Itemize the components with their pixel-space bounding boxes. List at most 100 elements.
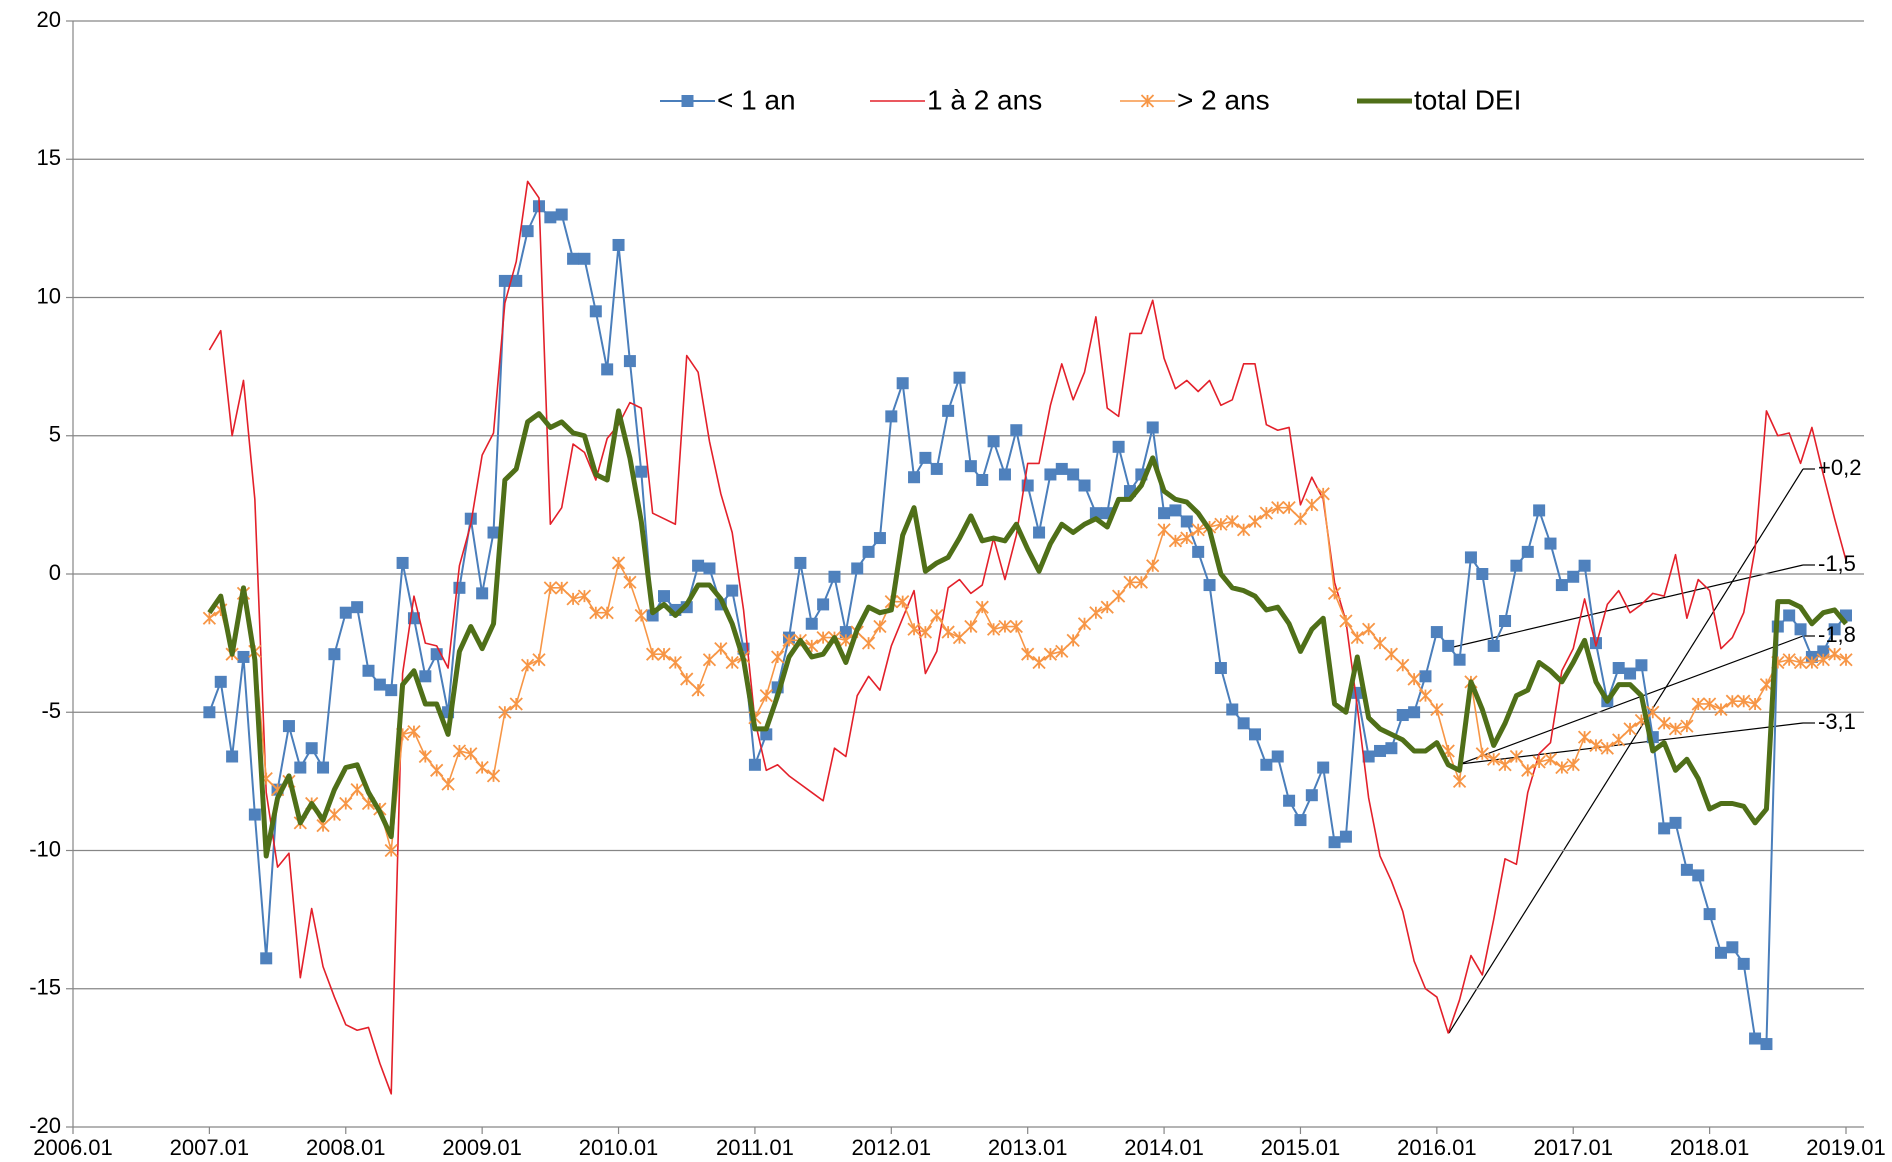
marker (520, 658, 535, 672)
marker (1362, 750, 1375, 763)
series-line (207, 408, 1848, 859)
marker (908, 471, 921, 484)
y-tick-label: 15 (37, 145, 61, 170)
marker (237, 650, 250, 663)
marker (1385, 742, 1398, 755)
marker (475, 760, 489, 775)
marker (635, 465, 648, 478)
marker (726, 584, 739, 597)
y-tick-label: -5 (41, 698, 61, 723)
marker (248, 808, 261, 821)
marker (612, 238, 625, 251)
marker (1374, 744, 1387, 757)
annotation: +0,2 (1818, 455, 1861, 480)
marker (1521, 545, 1534, 558)
marker (1782, 653, 1796, 667)
marker (1077, 617, 1092, 631)
marker (1816, 653, 1830, 667)
marker (657, 647, 671, 661)
marker (1237, 717, 1250, 730)
series-line (208, 180, 1847, 1095)
marker (1623, 722, 1637, 736)
annotation: -3,1 (1818, 709, 1856, 734)
marker (1089, 507, 1102, 520)
marker (1702, 697, 1717, 711)
marker (725, 655, 739, 670)
marker (702, 653, 717, 667)
marker (339, 606, 352, 619)
marker (1191, 523, 1205, 537)
marker (430, 763, 444, 777)
y-tick-label: 0 (49, 560, 61, 585)
x-tick-label: 2007.01 (170, 1135, 250, 1160)
marker (1192, 545, 1205, 558)
series (207, 408, 1848, 859)
x-tick-label: 2013.01 (988, 1135, 1068, 1160)
marker (1396, 709, 1409, 722)
legend-item: < 1 an (660, 84, 796, 115)
marker (1043, 647, 1058, 661)
x-tick-label: 2015.01 (1261, 1135, 1341, 1160)
marker (1714, 702, 1728, 717)
marker (1010, 424, 1023, 437)
marker (668, 655, 683, 670)
marker (1817, 645, 1830, 658)
x-tick-label: 2014.01 (1124, 1135, 1204, 1160)
marker (578, 252, 591, 265)
annotation: -1,8 (1818, 622, 1856, 647)
marker (464, 747, 478, 761)
marker (600, 606, 614, 620)
marker (226, 750, 239, 763)
marker (1566, 758, 1580, 772)
marker (373, 678, 386, 691)
marker (896, 595, 910, 609)
marker (1180, 531, 1194, 545)
marker (1203, 579, 1216, 592)
marker (589, 305, 602, 318)
marker (692, 559, 705, 572)
marker (714, 642, 728, 656)
marker (1158, 507, 1171, 520)
marker (930, 608, 944, 623)
marker (339, 796, 353, 811)
marker (589, 606, 603, 620)
marker (691, 683, 705, 697)
marker (896, 377, 909, 390)
marker (1612, 733, 1626, 747)
marker (453, 581, 466, 594)
marker (294, 761, 307, 774)
marker (1055, 644, 1069, 659)
marker (543, 581, 557, 595)
marker (1487, 752, 1501, 766)
marker (1624, 667, 1637, 680)
marker (1396, 658, 1410, 672)
marker (760, 728, 773, 741)
marker (918, 625, 933, 639)
marker (1055, 462, 1068, 475)
marker (680, 672, 694, 686)
marker (885, 410, 898, 423)
marker (1249, 728, 1261, 741)
marker (953, 371, 966, 384)
marker (487, 526, 500, 539)
legend-item: > 2 ans (1120, 84, 1270, 115)
x-tick-label: 2006.01 (33, 1135, 113, 1160)
x-tick-label: 2017.01 (1533, 1135, 1613, 1160)
marker (1407, 672, 1421, 686)
marker (998, 619, 1012, 634)
marker (1169, 504, 1182, 517)
marker (1112, 440, 1125, 453)
marker (601, 363, 614, 376)
marker (1827, 647, 1842, 661)
marker (930, 462, 943, 475)
marker (260, 952, 273, 965)
marker (555, 208, 568, 221)
marker (1555, 760, 1569, 775)
marker (1691, 697, 1705, 711)
marker (1271, 750, 1284, 763)
marker (1487, 639, 1500, 652)
marker (1134, 575, 1148, 589)
marker (817, 598, 830, 611)
series (203, 200, 1852, 1051)
marker (1646, 705, 1660, 719)
